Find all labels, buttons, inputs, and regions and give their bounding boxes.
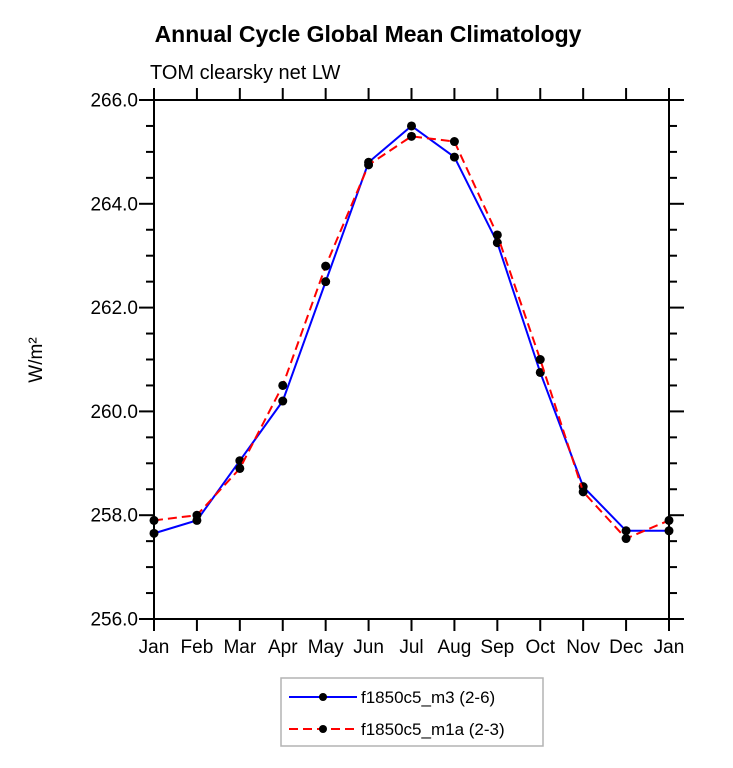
legend-label-m3: f1850c5_m3 (2-6) <box>361 688 495 707</box>
x-tick-label: Apr <box>268 637 298 658</box>
data-point <box>449 152 459 162</box>
x-tick-label: Feb <box>181 637 214 658</box>
y-tick-label: 258.0 <box>90 506 138 527</box>
y-tick-label: 256.0 <box>90 610 138 631</box>
legend-marker-m3-dot <box>319 693 327 701</box>
data-point <box>407 131 416 141</box>
legend-marker-m1a-dot <box>319 725 327 733</box>
data-point <box>321 277 331 287</box>
series-line-0 <box>153 124 669 535</box>
chart-title: Annual Cycle Global Mean Climatology <box>155 21 582 47</box>
y-tick-label: 266.0 <box>90 91 138 112</box>
legend: f1850c5_m3 (2-6) f1850c5_m1a (2-3) <box>280 677 544 747</box>
legend-box <box>280 677 544 747</box>
data-point <box>192 510 202 520</box>
data-point <box>407 121 416 131</box>
x-tick-label: Jan <box>139 637 170 658</box>
x-tick-label: Dec <box>609 637 643 658</box>
x-tick-label: Jan <box>654 637 685 658</box>
x-tick-label: Mar <box>223 637 256 658</box>
data-point <box>535 367 545 377</box>
x-tick-label: May <box>308 637 344 658</box>
chart-subtitle: TOM clearsky net LW <box>150 62 341 84</box>
data-series <box>149 121 674 544</box>
x-tick-label: Nov <box>566 637 600 658</box>
x-tick-label: Sep <box>480 637 514 658</box>
data-point <box>535 355 545 364</box>
data-point <box>621 534 631 544</box>
data-point <box>449 137 459 147</box>
data-point <box>235 463 245 473</box>
legend-label-m1a: f1850c5_m1a (2-3) <box>361 720 505 739</box>
y-tick-label: 262.0 <box>90 298 138 319</box>
x-tick-label: Oct <box>525 637 555 658</box>
x-tick-label: Aug <box>438 637 472 658</box>
plot-frame <box>153 99 670 620</box>
data-point <box>621 526 631 536</box>
y-tick-label: 260.0 <box>90 402 138 423</box>
data-point <box>278 380 288 390</box>
data-point <box>578 487 588 497</box>
data-point <box>321 261 331 271</box>
y-axis-label: W/m² <box>26 337 47 382</box>
y-tick-label: 264.0 <box>90 194 138 215</box>
data-point <box>278 396 288 406</box>
axis-tick-labels: Jan Feb Mar Apr May Jun Jul Aug Sep Oct Nov Dec Jan2… <box>90 91 684 659</box>
x-tick-label: Jun <box>353 637 384 658</box>
series-line-1 <box>153 135 670 540</box>
data-point <box>364 160 374 170</box>
data-point <box>492 230 502 240</box>
axis-ticks <box>139 88 684 631</box>
x-tick-label: Jul <box>399 637 423 658</box>
data-point <box>492 238 502 248</box>
